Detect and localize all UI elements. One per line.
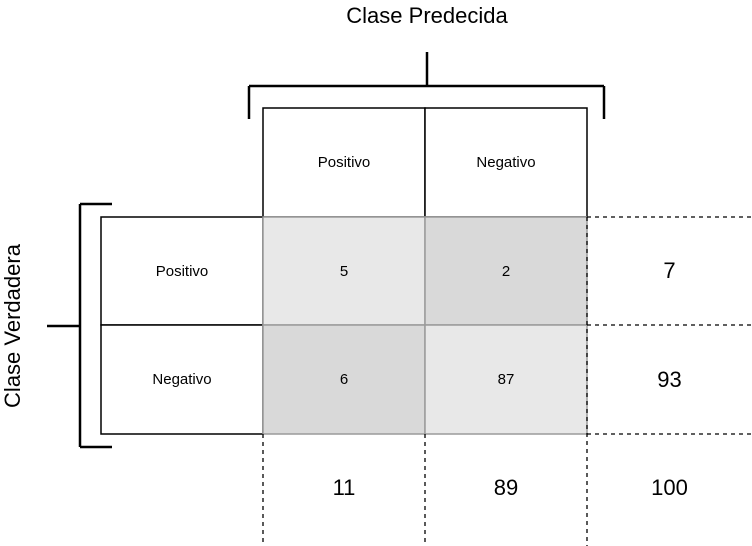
column-header-negativo: Negativo xyxy=(476,154,536,171)
cell-fp xyxy=(262,324,426,435)
row-header-positivo: Positivo xyxy=(155,262,209,280)
predicted-class-bracket xyxy=(247,52,606,119)
predicted-class-title: Clase Predecida xyxy=(346,3,508,28)
cell-value-false-negative: 2 xyxy=(501,262,511,280)
cell-value-true-positive: 5 xyxy=(339,262,349,280)
column-header-box-positivo xyxy=(262,107,426,218)
true-class-bracket xyxy=(47,202,112,449)
row-total-positivo: 7 xyxy=(663,258,676,283)
column-header-positivo: Positivo xyxy=(317,154,371,171)
column-header-box-negativo xyxy=(424,107,588,218)
row-header-box-positivo xyxy=(100,216,264,326)
row-header-negativo: Negativo xyxy=(152,371,212,388)
cell-value-true-negative: 87 xyxy=(497,371,515,388)
cell-fn xyxy=(424,216,588,326)
cell-tn xyxy=(424,324,588,435)
true-class-title: Clase Verdadera xyxy=(0,244,25,408)
cell-value-false-positive: 6 xyxy=(339,371,349,388)
column-total-positivo: 11 xyxy=(332,475,356,500)
totals-guides xyxy=(262,216,752,546)
row-total-negativo: 93 xyxy=(657,366,682,392)
grand-total: 100 xyxy=(651,475,688,500)
column-total-negativo: 89 xyxy=(493,475,519,500)
